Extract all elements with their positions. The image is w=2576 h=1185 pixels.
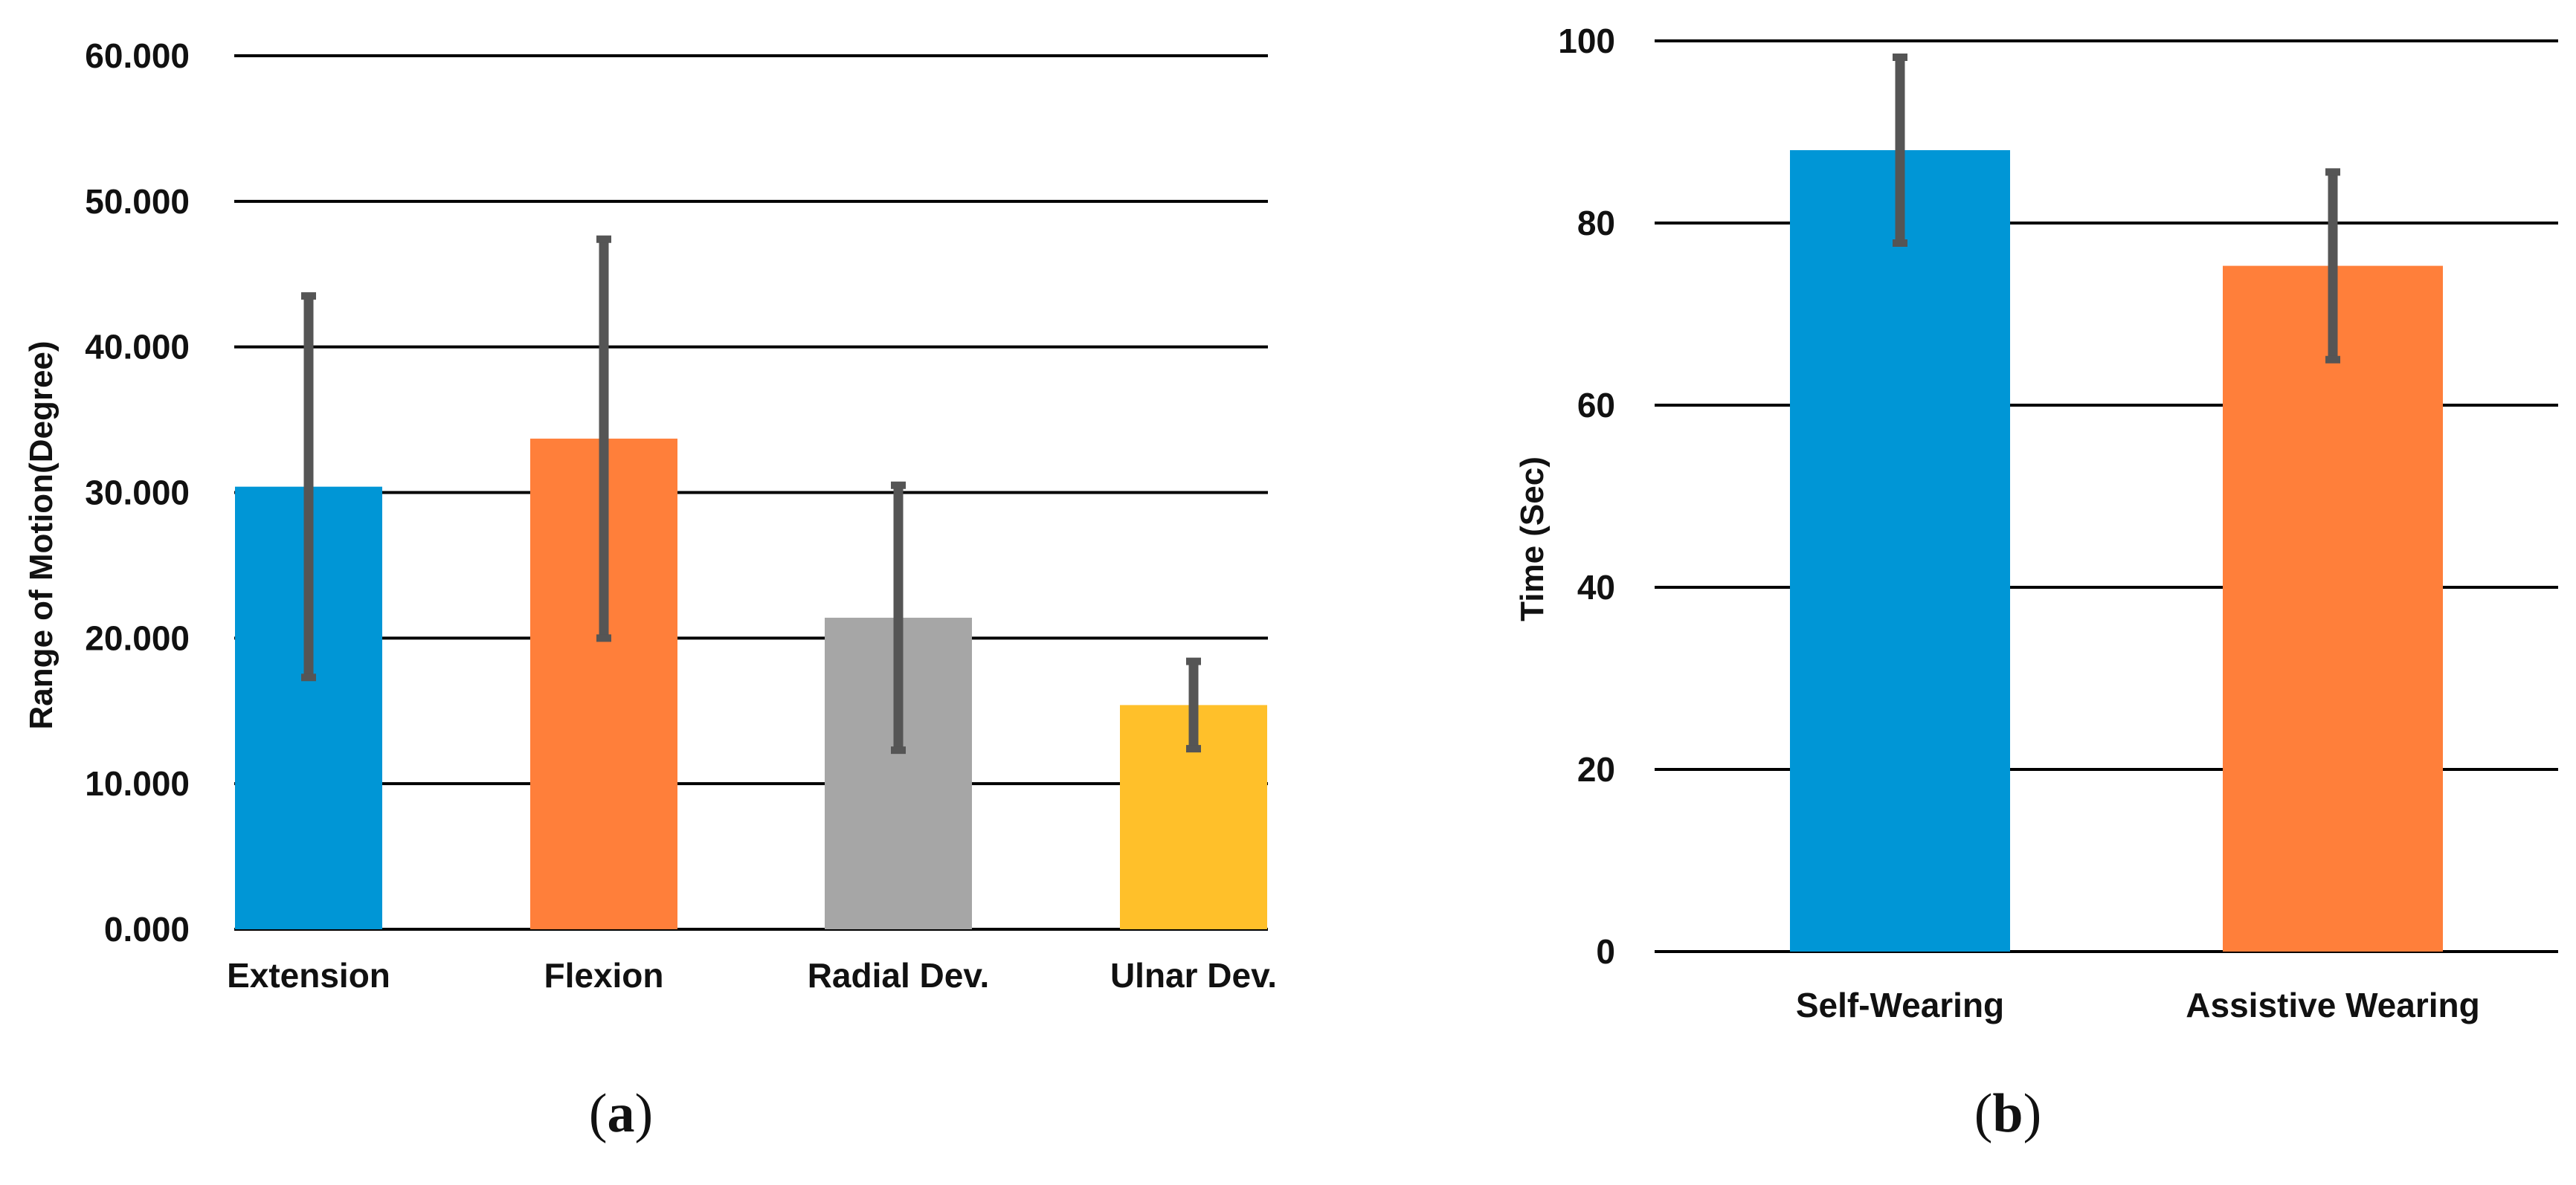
chart-a-x-label: Flexion [544,956,663,995]
chart-a-x-label: Ulnar Dev. [1110,956,1277,995]
chart-b-y-tick-label: 100 [1558,22,1615,60]
chart-a-y-axis-label: Range of Motion(Degree) [23,340,59,729]
chart-a-caption-letter: a [608,1083,635,1144]
chart-a: 0.000 10.000 20.000 30.000 40.000 50.000 60.00… [23,36,1277,1144]
chart-a-y-tick-label: 30.000 [85,474,190,512]
chart-b-y-tick-label: 80 [1577,204,1615,242]
chart-b-y-ticks: 0 20 40 60 80 100 [1558,22,1615,971]
chart-a-y-tick-label: 10.000 [85,764,190,803]
chart-a-y-ticks: 0.000 10.000 20.000 30.000 40.000 50.000 60.00… [85,36,190,949]
chart-b-caption: (b) [1974,1083,2041,1144]
chart-b-y-tick-label: 20 [1577,750,1615,789]
chart-b-y-tick-label: 0 [1596,932,1615,971]
chart-a-y-tick-label: 40.000 [85,328,190,367]
chart-a-error-bars [301,235,1201,755]
chart-b-error-bars [1893,54,2340,364]
chart-b-bar [1790,150,2010,952]
chart-b: 0 20 40 60 80 100 Self-Wearing Assistive Weari… [1514,22,2558,1144]
chart-a-y-tick-label: 50.000 [85,182,190,221]
chart-a-y-tick-label: 0.000 [104,910,190,949]
chart-a-x-label: Extension [227,956,390,995]
chart-b-caption-letter: b [1992,1083,2023,1144]
chart-b-y-tick-label: 40 [1577,568,1615,607]
chart-b-y-axis-label: Time (Sec) [1514,456,1551,621]
chart-b-x-labels: Self-Wearing Assistive Wearing [1796,986,2480,1024]
chart-a-x-labels: Extension Flexion Radial Dev. Ulnar Dev. [227,956,1277,995]
chart-b-x-label: Assistive Wearing [2186,986,2479,1024]
chart-a-y-tick-label: 20.000 [85,619,190,657]
chart-a-x-label: Radial Dev. [808,956,990,995]
chart-b-bar [2223,265,2443,952]
chart-a-y-tick-label: 60.000 [85,36,190,75]
chart-a-caption: (a) [589,1083,653,1144]
chart-a-bars [235,439,1267,929]
chart-b-y-tick-label: 60 [1577,386,1615,424]
chart-b-bars [1790,150,2443,952]
chart-a-gridlines [234,54,1268,931]
chart-b-x-label: Self-Wearing [1796,986,2004,1024]
